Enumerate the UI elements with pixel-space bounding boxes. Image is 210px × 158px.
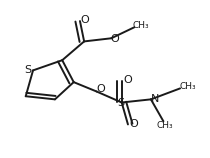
Text: CH₃: CH₃	[133, 21, 149, 30]
Text: N: N	[150, 94, 159, 104]
Text: CH₃: CH₃	[179, 82, 196, 91]
Text: O: O	[111, 34, 119, 44]
Text: O: O	[96, 84, 105, 94]
Text: O: O	[129, 119, 138, 129]
Text: O: O	[81, 15, 89, 25]
Text: CH₃: CH₃	[156, 121, 173, 130]
Text: S: S	[118, 98, 125, 108]
Text: S: S	[24, 65, 31, 75]
Text: O: O	[123, 75, 132, 85]
